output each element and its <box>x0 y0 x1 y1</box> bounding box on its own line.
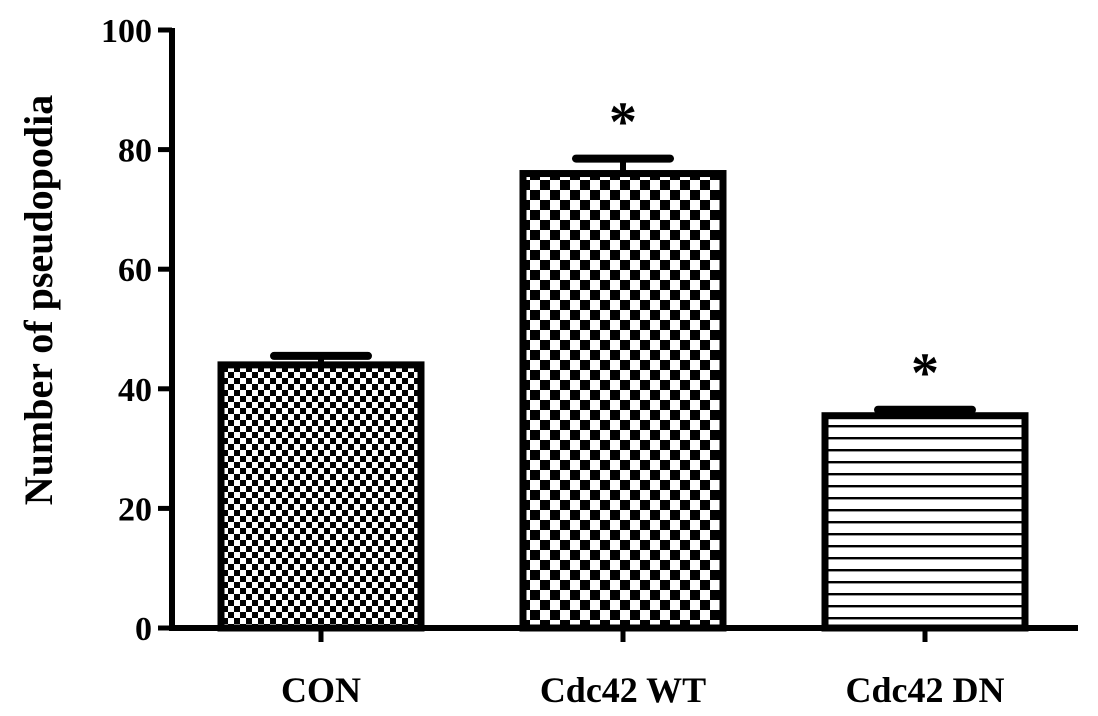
y-tick-label-4: 80 <box>118 133 152 170</box>
x-tick-label-2: Cdc42 DN <box>846 670 1005 710</box>
bar-1 <box>519 170 727 632</box>
y-tick-label-2: 40 <box>118 372 152 409</box>
y-axis-title: Number of pseudopodia <box>16 95 61 505</box>
significance-marker-2: * <box>911 343 939 405</box>
significance-marker-1: * <box>609 92 637 154</box>
axes-layer: 0 20 40 60 80 100 CON Cdc42 WT * Cdc42 DN * <box>101 13 1078 710</box>
y-tick-label-1: 20 <box>118 491 152 528</box>
y-tick-label-0: 0 <box>135 611 152 648</box>
x-tick-label-1: Cdc42 WT <box>540 670 706 710</box>
x-tick-label-0: CON <box>281 670 361 710</box>
y-tick-label-3: 60 <box>118 252 152 289</box>
y-tick-label-5: 100 <box>101 13 152 50</box>
bar-0 <box>217 361 425 632</box>
bars-layer <box>217 154 1029 632</box>
bar-2 <box>821 412 1029 632</box>
